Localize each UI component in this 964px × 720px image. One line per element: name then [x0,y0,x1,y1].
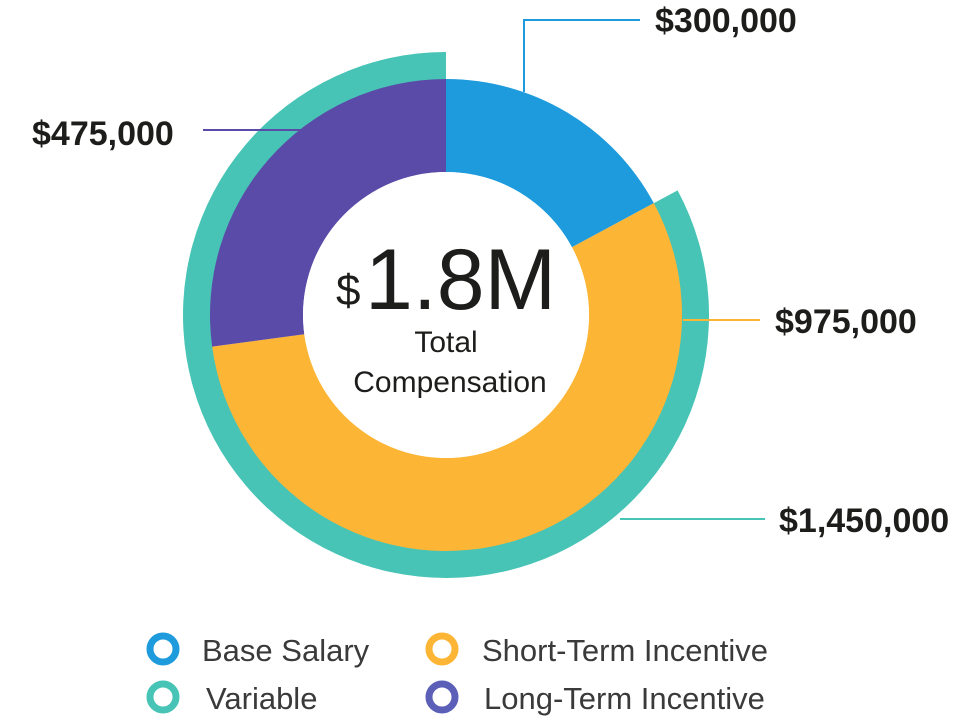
center-total-value: 1.8M [365,232,556,328]
legend-item-variable[interactable]: Variable [146,680,317,716]
center-currency: $ [336,266,360,315]
data-label-base-salary: $300,000 [655,2,797,40]
legend-label: Long-Term Incentive [484,681,765,716]
data-label-short-term-incentive: $975,000 [775,303,917,341]
legend-item-base-salary[interactable]: Base Salary [146,632,370,668]
legend-item-short-term-incentive[interactable]: Short-Term Incentive [425,632,768,668]
legend-marker-icon [425,680,459,714]
slice-base-salary [446,79,654,248]
legend-marker-icon [146,632,180,666]
slice-short-term-incentive [212,203,683,551]
center-label-line2: Compensation [353,366,546,399]
slice-long-term-incentive [209,79,446,347]
legend-item-long-term-incentive[interactable]: Long-Term Incentive [425,680,765,716]
legend-label: Base Salary [202,633,370,668]
data-label-variable: $1,450,000 [779,502,949,540]
legend-marker-icon [146,680,180,714]
legend-marker-icon [425,632,459,666]
center-label-line1: Total [414,326,477,359]
data-label-long-term-incentive: $475,000 [32,115,174,153]
leader-line-base-salary [523,19,640,92]
legend-label: Variable [206,681,317,716]
legend-label: Short-Term Incentive [482,633,768,668]
donut-hole [303,172,589,458]
